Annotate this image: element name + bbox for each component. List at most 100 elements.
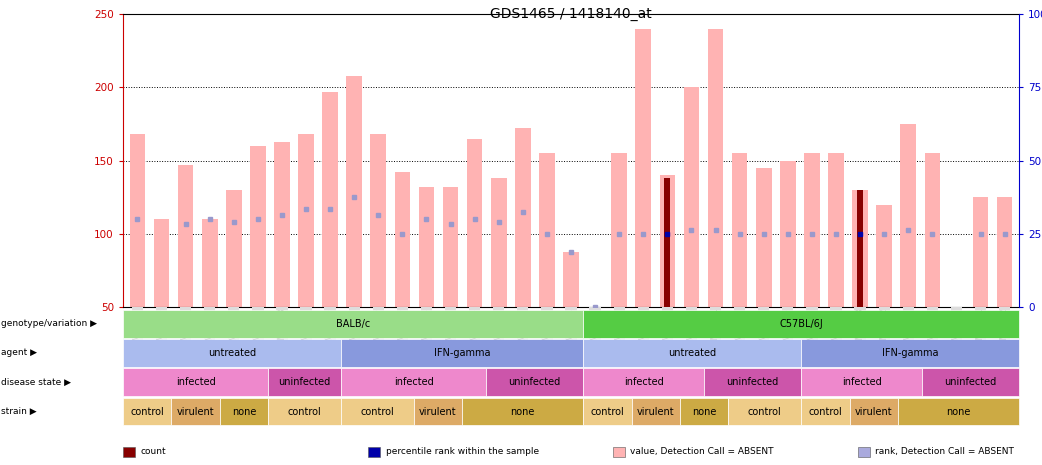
Bar — [346, 76, 362, 307]
Bar — [804, 153, 820, 307]
Bar — [780, 161, 796, 307]
Bar — [684, 87, 699, 307]
Text: GSM65002: GSM65002 — [229, 308, 239, 350]
Bar — [612, 153, 627, 307]
Text: IFN-gamma: IFN-gamma — [882, 348, 939, 358]
Text: virulent: virulent — [854, 406, 893, 417]
Text: GSM65010: GSM65010 — [952, 308, 961, 350]
Text: GSM64993: GSM64993 — [543, 308, 551, 350]
Text: control: control — [288, 406, 322, 417]
Text: GSM64989: GSM64989 — [301, 308, 311, 350]
Text: GSM65011: GSM65011 — [976, 308, 985, 350]
Text: GSM65015: GSM65015 — [639, 308, 648, 350]
Text: infected: infected — [394, 377, 433, 387]
Bar — [660, 175, 675, 307]
Bar — [467, 139, 482, 307]
Bar — [443, 187, 458, 307]
Text: strain ▶: strain ▶ — [1, 407, 36, 416]
Text: GSM65020: GSM65020 — [687, 308, 696, 350]
Text: control: control — [809, 406, 842, 417]
Text: none: none — [232, 406, 256, 417]
Bar — [226, 190, 242, 307]
Text: untreated: untreated — [668, 348, 716, 358]
Text: GSM64990: GSM64990 — [325, 308, 334, 350]
Bar — [202, 219, 218, 307]
Bar — [491, 178, 506, 307]
Text: agent ▶: agent ▶ — [1, 348, 38, 358]
Text: GSM65023: GSM65023 — [903, 308, 913, 350]
Text: IFN-gamma: IFN-gamma — [433, 348, 491, 358]
Text: none: none — [692, 406, 717, 417]
Text: none: none — [511, 406, 535, 417]
Bar — [731, 153, 747, 307]
Bar — [997, 197, 1013, 307]
Text: GDS1465 / 1418140_at: GDS1465 / 1418140_at — [490, 7, 652, 21]
Text: infected: infected — [176, 377, 216, 387]
Text: GSM64999: GSM64999 — [374, 308, 382, 350]
Bar — [972, 197, 989, 307]
Bar — [539, 153, 554, 307]
Bar — [755, 168, 771, 307]
Text: C57BL/6J: C57BL/6J — [779, 319, 823, 329]
Text: GSM65022: GSM65022 — [879, 308, 889, 350]
Bar — [371, 134, 387, 307]
Text: GSM64991: GSM64991 — [494, 308, 503, 350]
Bar — [322, 92, 338, 307]
Text: control: control — [591, 406, 624, 417]
Bar — [274, 141, 290, 307]
Bar — [178, 165, 194, 307]
Text: control: control — [130, 406, 164, 417]
Text: GSM64988: GSM64988 — [277, 308, 287, 350]
Bar — [858, 190, 863, 307]
Text: GSM65001: GSM65001 — [205, 308, 215, 350]
Text: virulent: virulent — [419, 406, 456, 417]
Text: GSM65016: GSM65016 — [808, 308, 817, 350]
Text: GSM65017: GSM65017 — [832, 308, 841, 350]
Bar — [395, 173, 411, 307]
Text: GSM65004: GSM65004 — [422, 308, 431, 350]
Bar — [828, 153, 844, 307]
Bar — [298, 134, 314, 307]
Text: GSM65008: GSM65008 — [760, 308, 768, 350]
Bar — [515, 128, 530, 307]
Text: control: control — [361, 406, 394, 417]
Text: uninfected: uninfected — [278, 377, 330, 387]
Text: GSM65006: GSM65006 — [470, 308, 479, 350]
Bar — [852, 190, 868, 307]
Bar — [129, 134, 145, 307]
Bar — [708, 29, 723, 307]
Text: GSM65013: GSM65013 — [591, 308, 599, 350]
Text: GSM65018: GSM65018 — [855, 308, 865, 350]
Text: uninfected: uninfected — [944, 377, 997, 387]
Text: GSM64998: GSM64998 — [350, 308, 358, 350]
Bar — [665, 178, 670, 307]
Text: control: control — [748, 406, 782, 417]
Text: GSM65014: GSM65014 — [615, 308, 624, 350]
Text: disease state ▶: disease state ▶ — [1, 378, 71, 387]
Bar — [250, 146, 266, 307]
Bar — [563, 252, 579, 307]
Bar — [153, 219, 170, 307]
Text: GSM64994: GSM64994 — [567, 308, 575, 350]
Text: untreated: untreated — [208, 348, 256, 358]
Text: rank, Detection Call = ABSENT: rank, Detection Call = ABSENT — [875, 447, 1014, 457]
Text: BALB/c: BALB/c — [336, 319, 370, 329]
Bar — [636, 29, 651, 307]
Text: GSM65007: GSM65007 — [736, 308, 744, 350]
Bar — [900, 124, 916, 307]
Text: uninfected: uninfected — [726, 377, 778, 387]
Text: virulent: virulent — [177, 406, 215, 417]
Text: infected: infected — [624, 377, 664, 387]
Text: count: count — [141, 447, 167, 457]
Text: GSM65024: GSM65024 — [927, 308, 937, 350]
Text: uninfected: uninfected — [508, 377, 561, 387]
Text: infected: infected — [842, 377, 882, 387]
Bar — [419, 187, 435, 307]
Text: GSM64997: GSM64997 — [181, 308, 190, 350]
Text: GSM64996: GSM64996 — [157, 308, 166, 350]
Text: genotype/variation ▶: genotype/variation ▶ — [1, 319, 97, 328]
Text: GSM65005: GSM65005 — [446, 308, 455, 350]
Text: GSM65019: GSM65019 — [663, 308, 672, 350]
Text: value, Detection Call = ABSENT: value, Detection Call = ABSENT — [630, 447, 774, 457]
Text: percentile rank within the sample: percentile rank within the sample — [386, 447, 539, 457]
